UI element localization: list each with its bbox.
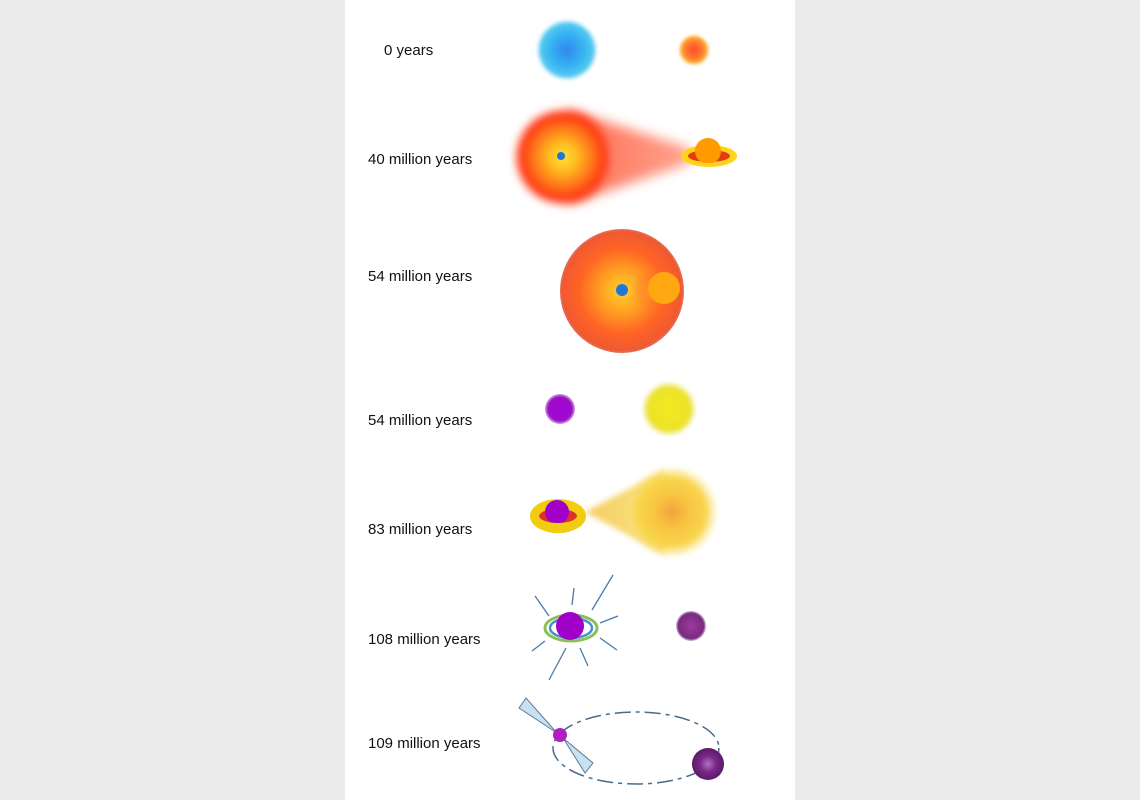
stage-label-5: 108 million years xyxy=(368,631,481,648)
white-dwarf-accreting xyxy=(545,500,569,524)
pulsar-beam-up xyxy=(518,697,558,734)
accretion-disk-front xyxy=(682,157,736,166)
radiation-line xyxy=(599,637,618,651)
stage-label-0: 0 years xyxy=(384,42,434,59)
neutron-star xyxy=(556,612,584,640)
stage-1-art xyxy=(511,105,737,209)
stage-label-2: 54 million years xyxy=(368,268,473,285)
radiation-line xyxy=(571,587,575,606)
yellow-star xyxy=(641,381,697,437)
accretion-disk-front xyxy=(530,516,586,533)
blue-star xyxy=(536,19,598,81)
radiation-line xyxy=(591,574,614,611)
radiation-line xyxy=(579,647,589,667)
orange-star xyxy=(679,35,709,65)
pulsar-beam-down xyxy=(562,737,594,774)
radiation-line xyxy=(599,615,619,624)
radiation-line xyxy=(531,640,546,652)
core-dot xyxy=(557,152,565,160)
stage-label-4: 83 million years xyxy=(368,521,473,538)
dim-companion xyxy=(676,611,706,641)
stage-label-1: 40 million years xyxy=(368,151,473,168)
radiation-line xyxy=(534,595,550,617)
stage-6-art xyxy=(518,697,724,785)
orbit-path xyxy=(552,711,720,785)
pulsar xyxy=(553,728,567,742)
white-dwarf-companion xyxy=(692,748,724,780)
companion-star xyxy=(648,272,680,304)
stage-5-bodies xyxy=(543,611,706,643)
accreting-star xyxy=(695,138,721,164)
stage-3-art xyxy=(545,381,697,437)
stage-label-3: 54 million years xyxy=(368,412,473,429)
stage-0-art xyxy=(536,19,709,81)
stage-5-art xyxy=(531,574,619,681)
white-dwarf xyxy=(545,394,575,424)
yellow-giant-star xyxy=(626,466,718,558)
stage-4-art xyxy=(530,466,718,558)
radiation-line xyxy=(548,647,567,681)
stage-2-art xyxy=(560,229,684,353)
stage-label-6: 109 million years xyxy=(368,735,481,752)
core-dot xyxy=(616,284,628,296)
